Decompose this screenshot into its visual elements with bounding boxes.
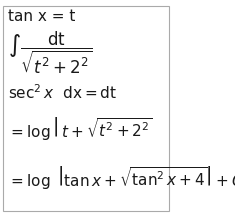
Text: tan x = t: tan x = t xyxy=(8,9,76,24)
Text: $= \log\left|\, t + \sqrt{t^2+2^2}\right.$: $= \log\left|\, t + \sqrt{t^2+2^2}\right… xyxy=(8,115,153,142)
Text: $= \log\ \left|\tan x + \sqrt{\tan^2 x+4}\right| + C$: $= \log\ \left|\tan x + \sqrt{\tan^2 x+4… xyxy=(8,164,235,191)
Text: $\sec^2 x\ \ \mathrm{dx} = \mathrm{dt}$: $\sec^2 x\ \ \mathrm{dx} = \mathrm{dt}$ xyxy=(8,83,118,102)
Text: $\int\dfrac{\mathrm{dt}}{\sqrt{t^2+2^2}}$: $\int\dfrac{\mathrm{dt}}{\sqrt{t^2+2^2}}… xyxy=(8,29,93,75)
